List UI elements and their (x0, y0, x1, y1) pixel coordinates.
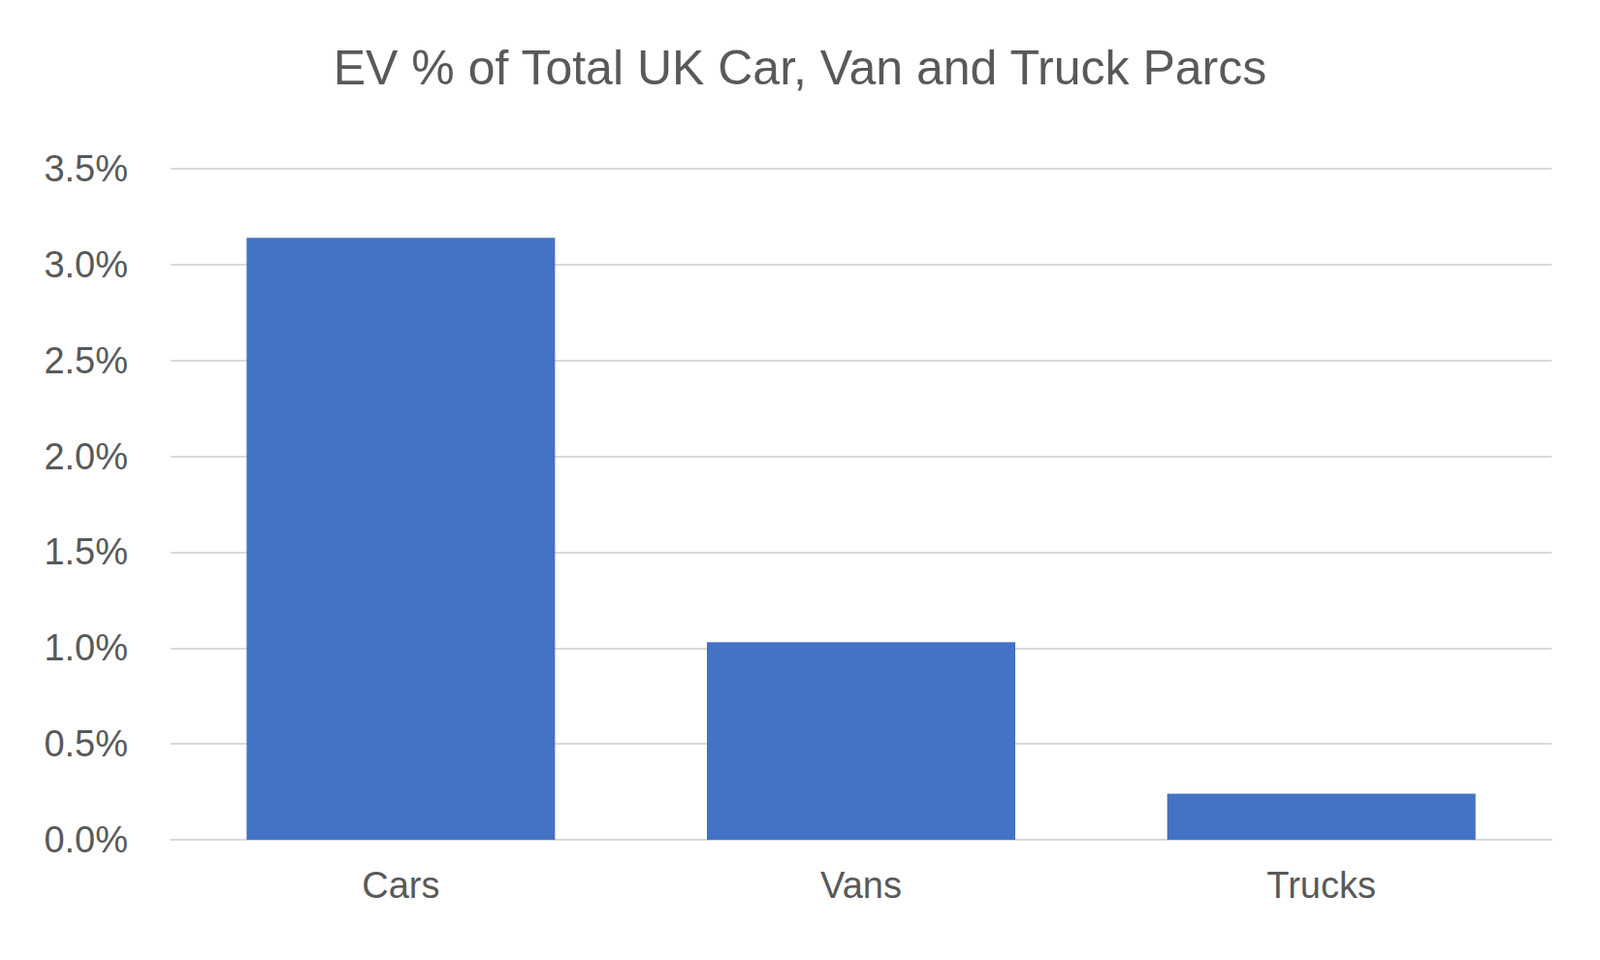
svg-text:0.0%: 0.0% (43, 819, 128, 861)
svg-text:0.5%: 0.5% (43, 723, 128, 765)
svg-text:1.0%: 1.0% (43, 627, 128, 669)
svg-text:Cars: Cars (361, 864, 440, 906)
svg-text:1.5%: 1.5% (43, 531, 128, 573)
svg-text:2.0%: 2.0% (43, 436, 128, 478)
svg-text:3.0%: 3.0% (43, 244, 128, 286)
svg-text:EV % of Total UK Car, Van and: EV % of Total UK Car, Van and Truck Parc… (333, 40, 1267, 96)
svg-text:2.5%: 2.5% (43, 340, 128, 382)
svg-text:3.5%: 3.5% (43, 148, 128, 190)
svg-text:Vans: Vans (820, 864, 902, 906)
svg-text:Trucks: Trucks (1266, 864, 1376, 906)
